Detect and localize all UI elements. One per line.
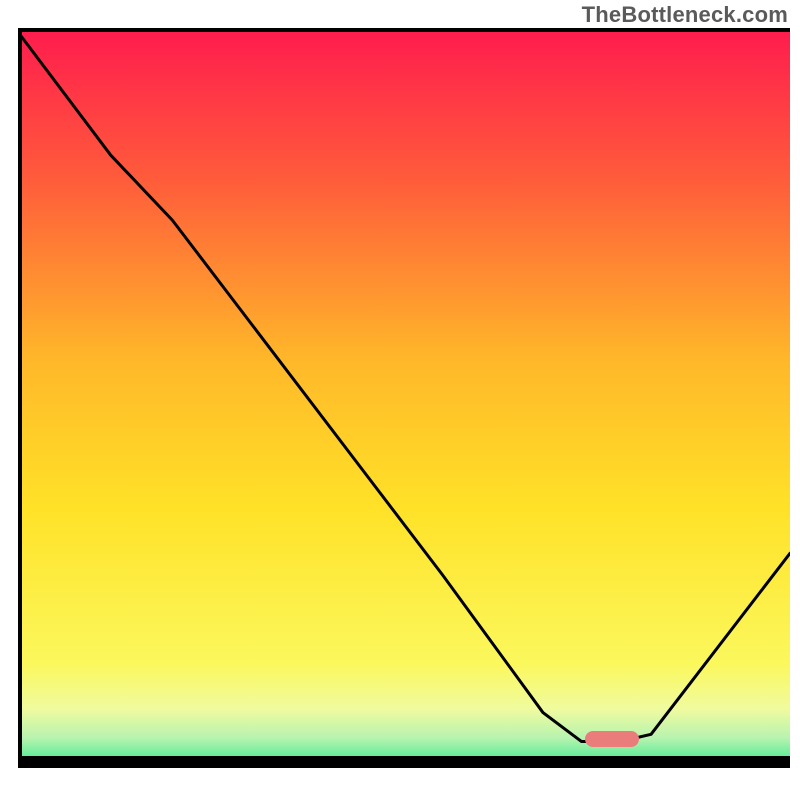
plot-area — [18, 28, 790, 768]
bottleneck-curve — [18, 28, 790, 768]
optimal-marker — [585, 731, 639, 747]
curve-path — [18, 32, 790, 742]
watermark-text: TheBottleneck.com — [582, 2, 788, 28]
chart-container: { "watermark": "TheBottleneck.com", "cha… — [0, 0, 800, 800]
